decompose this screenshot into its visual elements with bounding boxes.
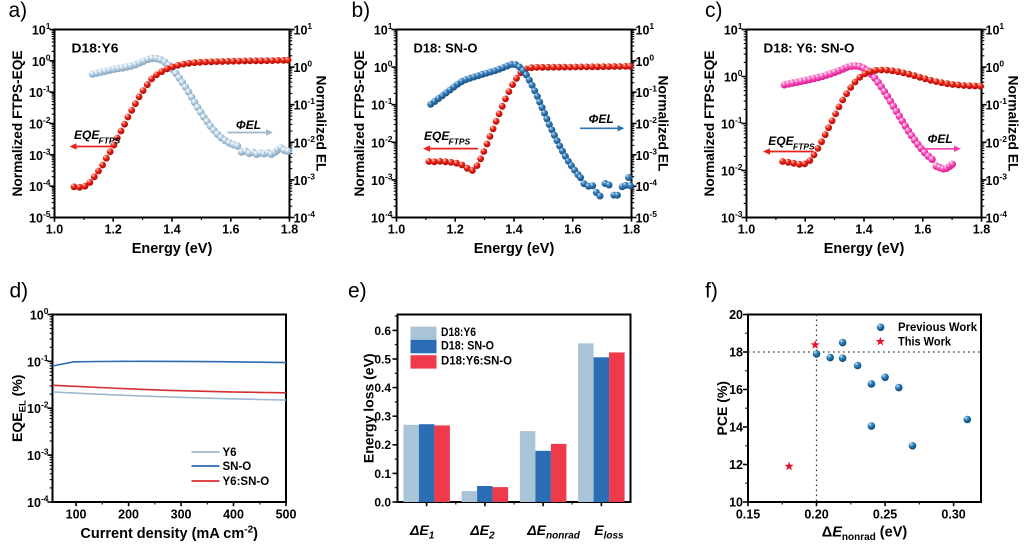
svg-text:D18:Y6: D18:Y6	[72, 41, 119, 56]
svg-text:20: 20	[729, 308, 743, 322]
svg-text:1.0: 1.0	[738, 223, 755, 237]
svg-text:0.6: 0.6	[374, 324, 391, 338]
svg-text:Previous Work: Previous Work	[898, 320, 977, 334]
svg-text:Normalized EL: Normalized EL	[314, 76, 330, 172]
svg-text:f): f)	[705, 280, 718, 303]
svg-text:16: 16	[729, 383, 743, 397]
svg-text:Energy (eV): Energy (eV)	[824, 241, 905, 257]
svg-text:EQE: EQE	[74, 128, 100, 142]
svg-text:c): c)	[705, 0, 723, 22]
svg-text:400: 400	[223, 508, 244, 522]
svg-text:0.30: 0.30	[941, 508, 965, 522]
svg-text:1.0: 1.0	[46, 223, 63, 237]
svg-text:0.20: 0.20	[804, 508, 828, 522]
svg-text:1.4: 1.4	[163, 223, 180, 237]
svg-text:18: 18	[729, 346, 743, 360]
svg-text:d): d)	[10, 280, 29, 303]
svg-text:1.2: 1.2	[797, 223, 814, 237]
svg-text:ΔE1: ΔE1	[409, 522, 435, 542]
svg-text:1.6: 1.6	[564, 223, 581, 237]
svg-text:ΦEL: ΦEL	[589, 112, 614, 126]
svg-text:Energy loss (eV): Energy loss (eV)	[360, 353, 376, 463]
svg-text:1.4: 1.4	[505, 223, 522, 237]
svg-text:1.6: 1.6	[222, 223, 239, 237]
svg-text:Normalized EL: Normalized EL	[656, 76, 672, 172]
svg-text:100: 100	[66, 508, 87, 522]
svg-text:Normalized EL: Normalized EL	[1006, 76, 1022, 172]
svg-text:PCE (%): PCE (%)	[714, 381, 730, 435]
svg-text:FTPS: FTPS	[99, 136, 121, 146]
svg-text:a): a)	[9, 0, 28, 22]
svg-text:0.4: 0.4	[374, 381, 391, 395]
svg-text:1.8: 1.8	[623, 223, 640, 237]
svg-text:e): e)	[348, 280, 367, 303]
svg-text:D18: SN-O: D18: SN-O	[441, 339, 494, 353]
svg-text:0.5: 0.5	[374, 352, 391, 366]
svg-text:D18: Y6: SN-O: D18: Y6: SN-O	[764, 41, 855, 56]
svg-text:FTPS: FTPS	[449, 137, 471, 147]
svg-text:1.2: 1.2	[447, 223, 464, 237]
svg-text:EQE: EQE	[424, 129, 450, 143]
svg-text:Y6: Y6	[223, 447, 237, 459]
svg-text:0.2: 0.2	[374, 438, 391, 452]
svg-text:D18:Y6:SN-O: D18:Y6:SN-O	[441, 353, 512, 367]
svg-text:D18:Y6: D18:Y6	[441, 325, 476, 339]
svg-text:b): b)	[352, 0, 371, 22]
svg-text:Current density (mA cm-2): Current density (mA cm-2)	[80, 525, 258, 543]
svg-text:200: 200	[118, 508, 139, 522]
svg-text:Energy (eV): Energy (eV)	[474, 241, 555, 257]
svg-text:14: 14	[729, 421, 743, 435]
svg-text:12: 12	[729, 458, 743, 472]
svg-text:0.0: 0.0	[374, 495, 391, 509]
svg-text:300: 300	[171, 508, 192, 522]
svg-text:0.25: 0.25	[873, 508, 897, 522]
svg-text:EQE: EQE	[768, 134, 794, 148]
svg-text:1.8: 1.8	[973, 223, 990, 237]
svg-text:1.2: 1.2	[105, 223, 122, 237]
svg-text:Normalized FTPS-EQE: Normalized FTPS-EQE	[701, 51, 717, 197]
svg-text:ΦEL: ΦEL	[236, 118, 261, 132]
svg-text:1.6: 1.6	[914, 223, 931, 237]
svg-text:ΦEL: ΦEL	[928, 132, 953, 146]
svg-text:500: 500	[276, 508, 297, 522]
svg-text:SN-O: SN-O	[223, 461, 252, 473]
svg-text:Normalized FTPS-EQE: Normalized FTPS-EQE	[9, 51, 25, 197]
svg-text:Y6:SN-O: Y6:SN-O	[223, 476, 270, 488]
svg-text:0.15: 0.15	[736, 508, 760, 522]
svg-text:0.3: 0.3	[374, 410, 391, 424]
svg-text:D18: SN-O: D18: SN-O	[414, 41, 478, 56]
svg-text:10: 10	[729, 496, 743, 510]
svg-text:FTPS: FTPS	[793, 142, 815, 152]
svg-text:Energy (eV): Energy (eV)	[132, 241, 213, 257]
svg-text:ΔE2: ΔE2	[469, 522, 495, 542]
svg-text:0.1: 0.1	[374, 467, 391, 481]
svg-text:1.8: 1.8	[281, 223, 298, 237]
svg-text:1.4: 1.4	[855, 223, 872, 237]
svg-text:This Work: This Work	[898, 335, 951, 349]
svg-text:Normalized FTPS-EQE: Normalized FTPS-EQE	[351, 51, 367, 197]
svg-text:1.0: 1.0	[388, 223, 405, 237]
svg-text:EQEEL (%): EQEEL (%)	[9, 375, 29, 442]
